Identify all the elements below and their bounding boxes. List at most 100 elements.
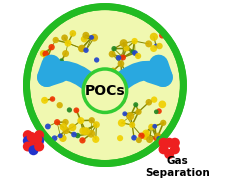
Point	[81, 139, 84, 142]
Point	[153, 125, 157, 128]
Point	[71, 126, 74, 129]
Point	[82, 38, 86, 41]
Point	[117, 56, 120, 59]
Point	[155, 110, 158, 113]
Point	[51, 98, 54, 101]
Point	[95, 105, 99, 108]
Point	[64, 121, 67, 124]
Point	[90, 36, 93, 39]
Point	[36, 137, 39, 140]
Point	[157, 110, 161, 113]
Point	[37, 145, 41, 148]
Point	[81, 129, 85, 132]
Point	[26, 139, 30, 142]
Point	[95, 58, 99, 61]
Point	[41, 52, 45, 55]
Point	[51, 72, 54, 75]
Point	[54, 39, 58, 42]
Point	[152, 98, 156, 101]
Text: POCs: POCs	[85, 84, 125, 98]
Point	[156, 71, 160, 74]
Point	[58, 134, 62, 137]
Point	[152, 35, 156, 38]
Point	[119, 62, 123, 65]
Point	[62, 125, 65, 129]
Point	[122, 42, 125, 45]
Point	[121, 56, 125, 59]
Point	[84, 130, 88, 133]
Point	[94, 138, 98, 141]
Point	[162, 148, 165, 151]
Point	[147, 101, 151, 104]
Point	[125, 47, 128, 50]
Point	[140, 134, 143, 137]
Point	[64, 129, 68, 132]
Point	[144, 132, 148, 135]
Point	[81, 68, 84, 71]
Point	[55, 121, 59, 124]
Point	[167, 141, 171, 144]
Point	[134, 73, 137, 76]
Point	[120, 121, 124, 124]
Point	[162, 141, 165, 144]
Point	[133, 52, 137, 55]
Point	[94, 123, 98, 126]
Point	[64, 52, 68, 55]
Point	[173, 148, 177, 151]
Point	[32, 143, 35, 146]
Point	[128, 115, 132, 118]
Point	[150, 125, 153, 129]
Point	[158, 45, 161, 48]
Point	[53, 137, 56, 140]
Point	[136, 54, 140, 57]
Point	[32, 149, 35, 152]
Point	[45, 60, 48, 64]
Point	[37, 139, 41, 142]
Point	[43, 99, 46, 102]
Point	[45, 59, 48, 62]
Point	[79, 119, 83, 122]
Point	[32, 137, 35, 140]
Point	[47, 70, 50, 73]
Point	[148, 138, 151, 141]
Point	[160, 103, 164, 106]
Point	[44, 52, 47, 55]
Text: Gas
Separation: Gas Separation	[145, 156, 210, 178]
Point	[84, 49, 88, 52]
Point	[89, 132, 93, 135]
Point	[112, 47, 116, 50]
Point	[44, 57, 48, 60]
Point	[138, 71, 141, 74]
Point	[50, 46, 53, 49]
Point	[132, 136, 136, 139]
Point	[58, 104, 61, 107]
Point	[123, 112, 127, 115]
Point	[111, 69, 115, 72]
Point	[137, 139, 141, 142]
Point	[37, 134, 41, 137]
Point	[155, 137, 158, 140]
Point	[30, 136, 33, 139]
Point	[72, 133, 76, 136]
Point	[152, 47, 155, 50]
Point	[121, 100, 124, 103]
Point	[60, 59, 63, 62]
Point	[162, 121, 165, 124]
Point	[76, 134, 79, 137]
Point	[84, 34, 88, 37]
Point	[118, 137, 122, 140]
Point	[157, 137, 161, 140]
Point	[74, 109, 78, 112]
Point	[144, 135, 147, 138]
Point	[61, 137, 65, 140]
Point	[148, 64, 152, 67]
Point	[147, 42, 151, 45]
Point	[110, 53, 114, 56]
Point	[26, 134, 30, 137]
Point	[71, 32, 75, 35]
Point	[137, 110, 140, 113]
Point	[46, 125, 50, 128]
Point	[92, 36, 96, 39]
Point	[127, 75, 130, 78]
Point	[130, 123, 134, 126]
